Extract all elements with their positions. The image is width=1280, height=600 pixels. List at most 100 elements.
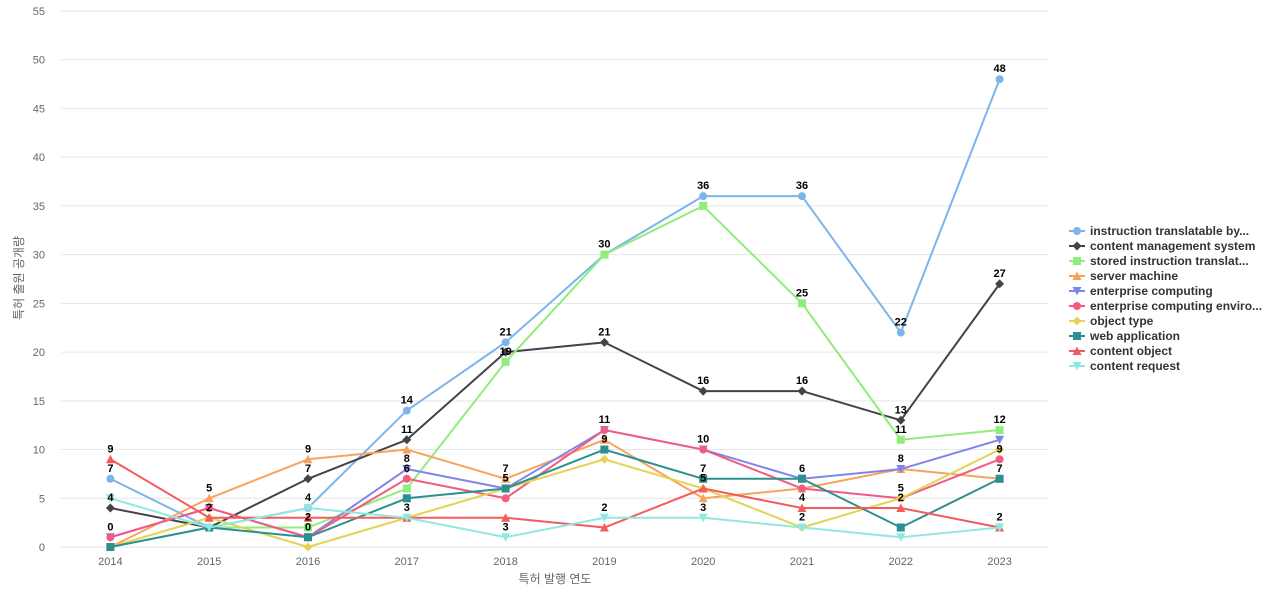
- x-axis-title: 특허 발행 연도: [519, 571, 592, 586]
- data-label: 10: [697, 434, 709, 446]
- data-label: 7: [997, 463, 1003, 475]
- legend-item[interactable]: enterprise computing enviro...: [1069, 299, 1262, 313]
- data-point: [599, 337, 609, 347]
- data-label: 2: [601, 502, 607, 514]
- legend-item[interactable]: instruction translatable by...: [1069, 224, 1249, 238]
- data-point: [995, 445, 1005, 455]
- data-point: [501, 533, 511, 542]
- data-label: 7: [503, 463, 509, 475]
- x-tick-label: 2021: [790, 556, 814, 568]
- data-label: 16: [796, 375, 808, 387]
- data-point: [995, 523, 1005, 533]
- data-label: 9: [997, 443, 1003, 455]
- data-point: [699, 445, 708, 454]
- x-tick-label: 2019: [592, 556, 616, 568]
- data-point: [1073, 227, 1081, 235]
- data-point: [896, 328, 905, 337]
- x-tick-label: 2015: [197, 556, 221, 568]
- legend-label: stored instruction translat...: [1090, 254, 1249, 268]
- legend-item[interactable]: enterprise computing: [1069, 284, 1213, 298]
- data-point: [402, 445, 412, 454]
- grid-lines: [61, 10, 1049, 548]
- data-label: 2: [997, 512, 1003, 524]
- data-point: [699, 474, 708, 483]
- data-point: [1073, 257, 1081, 265]
- data-point: [995, 455, 1004, 464]
- data-label: 5: [700, 473, 706, 485]
- data-label: 11: [599, 414, 611, 426]
- data-point: [699, 192, 708, 201]
- data-label: 11: [401, 424, 413, 436]
- y-tick-label: 30: [33, 250, 45, 262]
- data-point: [303, 504, 313, 513]
- data-point: [600, 426, 609, 435]
- data-label: 21: [499, 326, 511, 338]
- legend-label: server machine: [1090, 269, 1178, 283]
- data-label: 2: [898, 492, 904, 504]
- data-point: [797, 503, 807, 513]
- data-label: 4: [305, 492, 312, 504]
- data-label: 27: [993, 268, 1005, 280]
- data-point: [600, 250, 609, 259]
- data-label: 6: [799, 463, 805, 475]
- data-point: [698, 386, 708, 396]
- legend-item[interactable]: object type: [1069, 314, 1154, 328]
- y-tick-label: 40: [33, 152, 45, 164]
- data-point: [106, 543, 115, 551]
- data-point: [501, 494, 510, 503]
- legend-item[interactable]: content object: [1069, 344, 1172, 358]
- x-tick-label: 2020: [691, 556, 715, 568]
- data-label: 7: [305, 463, 311, 475]
- legend-item[interactable]: web application: [1069, 329, 1180, 343]
- data-label: 11: [895, 424, 907, 436]
- data-label: 22: [895, 317, 907, 329]
- data-point: [1072, 316, 1082, 326]
- data-point: [501, 474, 511, 483]
- series-group: [105, 494, 1005, 542]
- data-point: [599, 523, 609, 532]
- y-tick-label: 10: [33, 445, 45, 457]
- y-tick-label: 15: [33, 396, 45, 408]
- data-point: [501, 357, 510, 366]
- data-label: 0: [107, 521, 113, 533]
- legend-item[interactable]: server machine: [1069, 269, 1178, 283]
- data-label: 48: [993, 63, 1005, 75]
- x-tick-label: 2018: [493, 556, 517, 568]
- legend-label: web application: [1089, 329, 1180, 343]
- data-point: [1072, 287, 1082, 296]
- data-point: [995, 426, 1004, 435]
- legend-label: content object: [1090, 344, 1172, 358]
- data-point: [798, 484, 806, 493]
- data-point: [402, 406, 411, 415]
- y-tick-label: 35: [33, 201, 45, 213]
- data-point: [402, 513, 412, 523]
- data-label: 25: [796, 287, 808, 299]
- data-point: [1072, 346, 1082, 355]
- x-tick-label: 2022: [889, 556, 913, 568]
- data-label: 12: [993, 414, 1005, 426]
- data-point: [698, 513, 708, 523]
- x-axis-ticks: 2014 2015 2016 2017 2018 2019 2020 2021 2022 2023: [98, 556, 1012, 568]
- data-label: 36: [697, 180, 709, 192]
- legend-item[interactable]: stored instruction translat...: [1069, 254, 1249, 268]
- data-label: 9: [305, 443, 311, 455]
- legend-item[interactable]: content request: [1069, 359, 1180, 373]
- data-label: 2: [305, 512, 311, 524]
- data-point: [402, 494, 411, 503]
- data-label: 21: [598, 326, 610, 338]
- data-point: [797, 386, 807, 396]
- y-tick-label: 5: [39, 493, 45, 505]
- data-label: 4: [107, 492, 114, 504]
- data-point: [105, 494, 115, 503]
- data-point: [204, 513, 214, 522]
- legend-item[interactable]: content management system: [1069, 239, 1255, 253]
- data-label: 5: [898, 482, 904, 494]
- data-label: 36: [796, 180, 808, 192]
- y-tick-label: 20: [33, 347, 45, 359]
- y-axis-title: 특허 출원 공개량: [12, 236, 26, 320]
- data-point: [501, 513, 511, 522]
- data-label: 0: [305, 521, 311, 533]
- series-line: [110, 497, 1000, 539]
- data-point: [501, 484, 510, 493]
- data-point: [303, 542, 313, 552]
